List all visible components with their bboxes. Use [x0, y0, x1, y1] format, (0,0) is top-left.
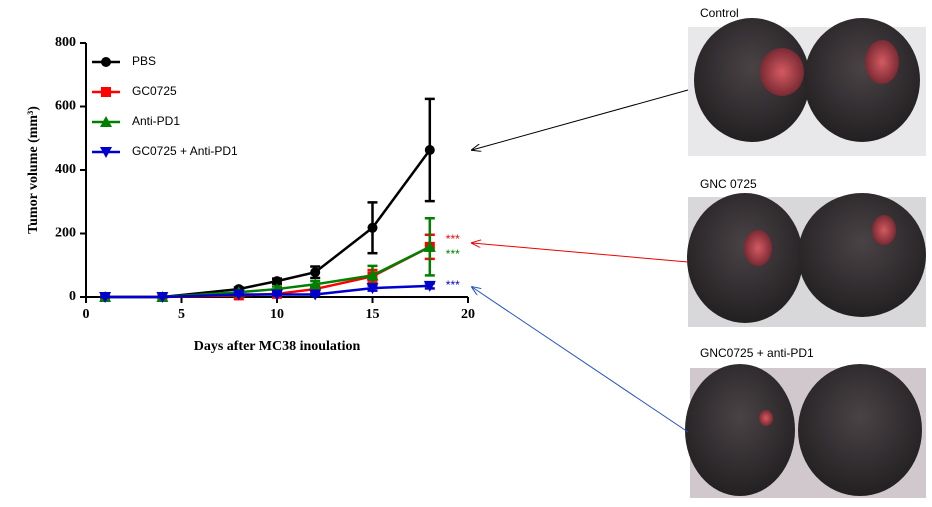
tumor — [872, 215, 896, 245]
marker — [367, 222, 378, 233]
x-tick-label: 5 — [178, 307, 185, 322]
marker — [309, 278, 322, 290]
marker — [424, 144, 435, 155]
series-line — [105, 245, 431, 299]
photo-label: GNC 0725 — [700, 177, 757, 191]
marker — [272, 276, 282, 287]
series-line — [105, 284, 430, 299]
legend-label: GC0725 + Anti-PD1 — [132, 144, 238, 158]
y-tick-label: 0 — [69, 289, 76, 304]
tumor — [760, 48, 804, 96]
x-tick-label: 15 — [366, 307, 380, 322]
marker — [100, 147, 112, 158]
arrow — [472, 287, 689, 433]
x-tick-label: 10 — [270, 307, 284, 322]
x-axis-title: Days after MC38 inoulation — [194, 339, 361, 354]
arrow — [472, 243, 689, 263]
marker — [423, 280, 436, 292]
y-tick-label: 400 — [55, 162, 76, 177]
arrow — [472, 89, 689, 150]
photo-label: Control — [700, 6, 739, 20]
marker — [366, 269, 379, 281]
series-line — [105, 149, 431, 299]
significance: *** — [446, 278, 460, 292]
marker — [101, 87, 111, 97]
significance: *** — [446, 232, 460, 246]
photo-label: GNC0725 + anti-PD1 — [700, 346, 814, 360]
marker — [310, 267, 321, 278]
marker — [232, 289, 245, 301]
x-tick-label: 0 — [83, 307, 90, 322]
mouse — [798, 364, 922, 496]
mouse — [798, 193, 926, 317]
marker — [100, 116, 112, 127]
marker — [271, 289, 283, 301]
tumor — [865, 40, 899, 84]
y-axis-title: Tumor volume (mm³) — [26, 106, 41, 234]
tumor — [759, 410, 773, 426]
legend-label: PBS — [132, 54, 156, 68]
y-tick-label: 800 — [55, 35, 76, 50]
marker — [156, 292, 169, 303]
marker — [101, 57, 111, 67]
marker — [309, 289, 322, 301]
y-tick-label: 600 — [55, 99, 76, 114]
mouse — [804, 18, 920, 142]
mouse — [687, 193, 803, 323]
tumor — [744, 230, 772, 266]
mouse — [685, 364, 795, 496]
significance: *** — [446, 247, 460, 261]
y-tick-label: 200 — [55, 226, 76, 241]
legend-label: GC0725 — [132, 84, 177, 98]
marker — [99, 292, 112, 303]
x-tick-label: 20 — [461, 307, 475, 322]
photo-panels: Control GNC 0725 GNC0725 + anti-PD1 — [685, 6, 926, 498]
marker — [423, 240, 436, 252]
marker — [366, 283, 379, 295]
legend-label: Anti-PD1 — [132, 114, 180, 128]
